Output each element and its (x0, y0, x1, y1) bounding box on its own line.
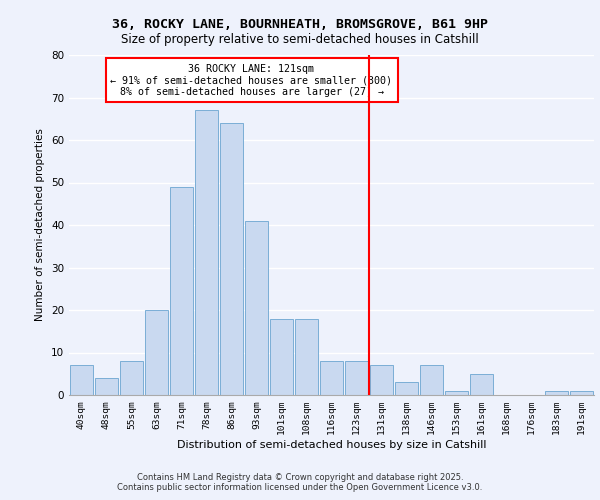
Bar (345, 361, 368, 395)
Bar (570, 391, 593, 395)
Bar (545, 391, 568, 395)
Text: 36 ROCKY LANE: 121sqm
← 91% of semi-detached houses are smaller (300)
8% of semi: 36 ROCKY LANE: 121sqm ← 91% of semi-deta… (110, 64, 392, 96)
Bar (170, 186, 193, 395)
Bar (320, 361, 343, 395)
Y-axis label: Number of semi-detached properties: Number of semi-detached properties (35, 128, 46, 322)
Text: 36, ROCKY LANE, BOURNHEATH, BROMSGROVE, B61 9HP: 36, ROCKY LANE, BOURNHEATH, BROMSGROVE, … (112, 18, 488, 30)
Bar (145, 310, 168, 395)
Bar (470, 374, 493, 395)
Bar (295, 318, 318, 395)
Bar (220, 123, 243, 395)
Bar (445, 391, 468, 395)
Bar (95, 378, 118, 395)
X-axis label: Distribution of semi-detached houses by size in Catshill: Distribution of semi-detached houses by … (177, 440, 486, 450)
Bar (195, 110, 218, 395)
Bar (70, 365, 93, 395)
Bar (370, 365, 393, 395)
Text: Contains HM Land Registry data © Crown copyright and database right 2025.
Contai: Contains HM Land Registry data © Crown c… (118, 473, 482, 492)
Bar (120, 361, 143, 395)
Bar (270, 318, 293, 395)
Bar (395, 382, 418, 395)
Bar (420, 365, 443, 395)
Bar (245, 221, 268, 395)
Text: Size of property relative to semi-detached houses in Catshill: Size of property relative to semi-detach… (121, 32, 479, 46)
